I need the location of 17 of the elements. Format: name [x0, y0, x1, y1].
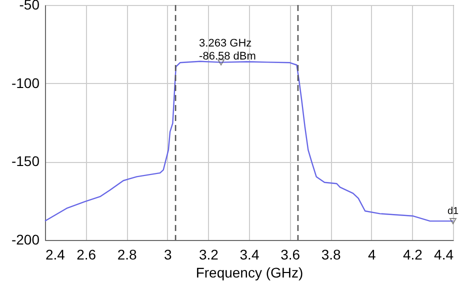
x-tick-label: 3.6: [280, 246, 300, 262]
x-tick-label: 3.4: [240, 246, 260, 262]
x-tick-label: 3.2: [198, 246, 219, 262]
y-tick-label: -100: [11, 74, 40, 91]
y-tick-label: -50: [19, 0, 40, 12]
x-tick-label: 3.8: [321, 246, 342, 262]
x-tick-label: 2.6: [76, 246, 96, 262]
x-axis-title: Frequency (GHz): [196, 264, 304, 280]
annotation: d1: [447, 206, 459, 218]
x-tick-label: 3: [164, 246, 172, 262]
x-tick-label: 2.4: [46, 246, 66, 262]
y-tick-label: -200: [11, 232, 40, 248]
y-tick-label: -150: [11, 153, 40, 170]
x-tick-label: 4.4: [434, 246, 454, 262]
x-tick-label: 4.2: [402, 246, 423, 262]
x-tick-label: 2.8: [117, 246, 138, 262]
x-tick-label: 4: [368, 246, 376, 262]
